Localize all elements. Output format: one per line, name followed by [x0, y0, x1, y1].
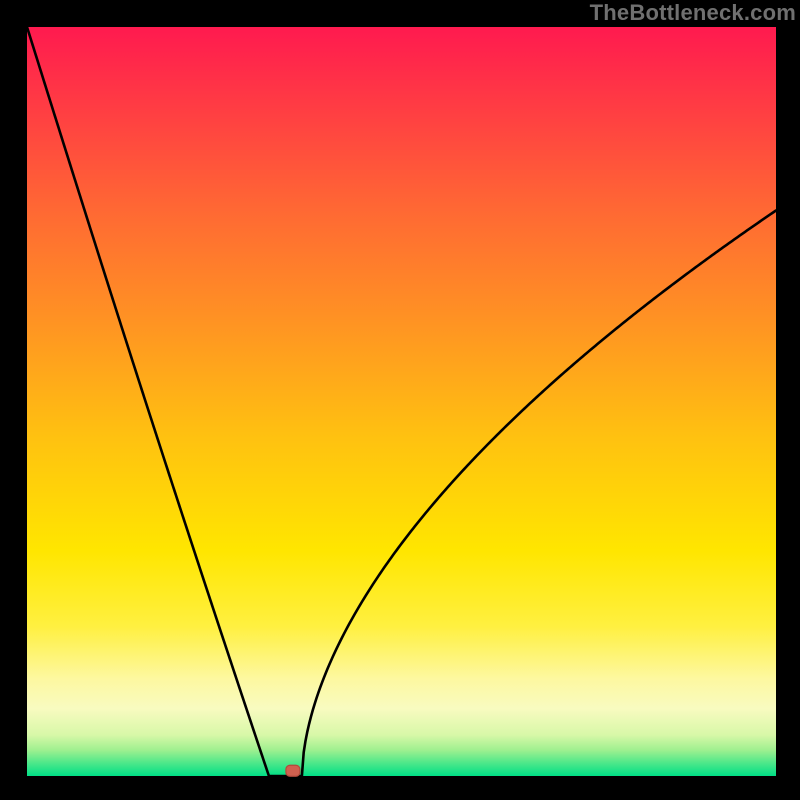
bottleneck-chart: [0, 0, 800, 800]
optimum-marker: [286, 765, 300, 776]
plot-background: [27, 27, 776, 776]
chart-stage: TheBottleneck.com: [0, 0, 800, 800]
